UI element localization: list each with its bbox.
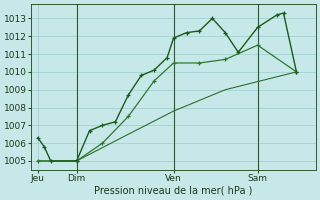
X-axis label: Pression niveau de la mer( hPa ): Pression niveau de la mer( hPa ): [94, 186, 253, 196]
